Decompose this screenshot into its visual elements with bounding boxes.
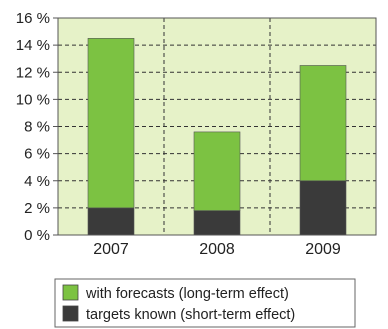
legend-label-targets: targets known (short-term effect) bbox=[86, 307, 295, 323]
bars bbox=[87, 38, 347, 236]
legend-label-forecasts: with forecasts (long-term effect) bbox=[85, 286, 289, 302]
bar-2007-with-forecasts bbox=[87, 38, 135, 209]
bar-2009-targets-known bbox=[299, 180, 347, 236]
y-axis: 0 % 2 % 4 % 6 % 8 % 10 % 12 % 14 % 16 % bbox=[16, 10, 58, 244]
y-tick-label: 2 % bbox=[24, 200, 50, 217]
x-axis: 2007 2008 2009 bbox=[93, 241, 341, 258]
y-tick-label: 6 % bbox=[24, 146, 50, 163]
bar-2007-targets-known bbox=[87, 207, 135, 236]
bar-2008-with-forecasts bbox=[193, 131, 241, 211]
bar-2008-targets-known bbox=[193, 210, 241, 236]
y-tick-label: 10 % bbox=[16, 91, 50, 108]
legend-box bbox=[54, 278, 356, 328]
legend-swatch-forecasts bbox=[62, 284, 79, 301]
x-tick-label: 2009 bbox=[305, 241, 341, 258]
legend-swatch-targets bbox=[62, 305, 79, 322]
y-tick-label: 14 % bbox=[16, 37, 50, 54]
x-tick-label: 2008 bbox=[199, 241, 235, 258]
y-tick-label: 12 % bbox=[16, 64, 50, 81]
y-tick-label: 0 % bbox=[24, 227, 50, 244]
y-tick-label: 16 % bbox=[16, 10, 50, 27]
y-tick-label: 4 % bbox=[24, 173, 50, 190]
legend: with forecasts (long-term effect) target… bbox=[54, 278, 356, 328]
y-tick-label: 8 % bbox=[24, 119, 50, 136]
bar-2009-with-forecasts bbox=[299, 65, 347, 182]
plot-frame bbox=[57, 17, 377, 236]
x-tick-label: 2007 bbox=[93, 241, 129, 258]
